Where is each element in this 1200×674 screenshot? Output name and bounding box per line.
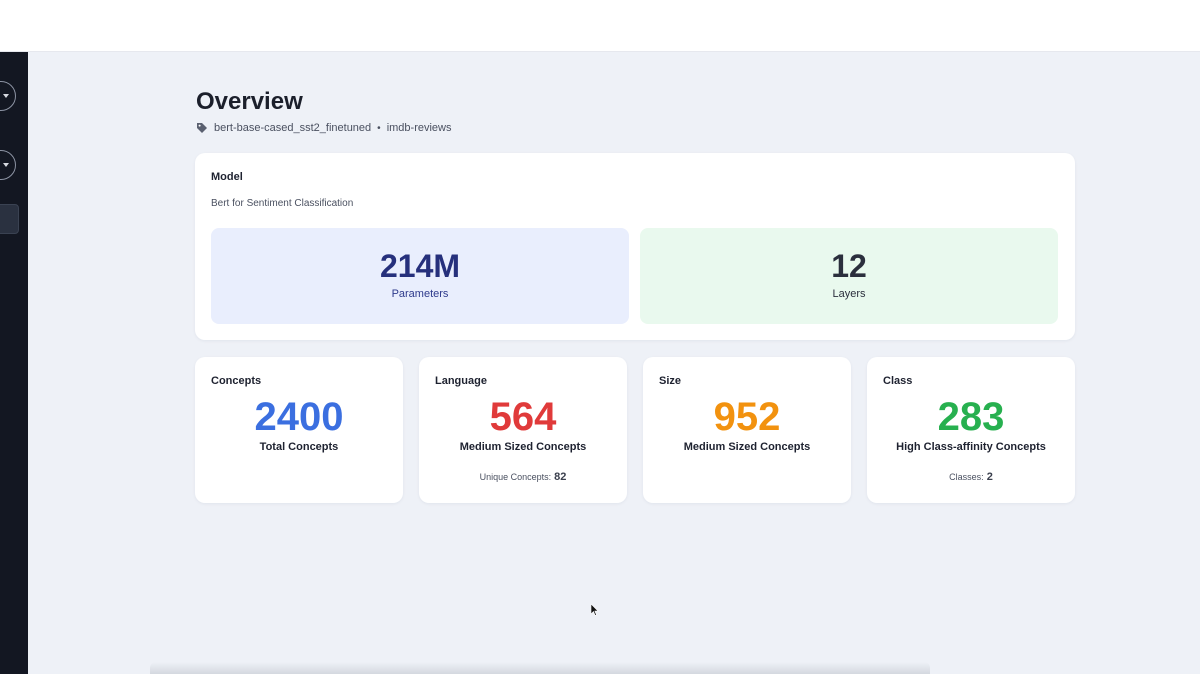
class-value: 283 bbox=[937, 395, 1005, 439]
breadcrumb: bert-base-cased_sst2_finetuned • imdb-re… bbox=[196, 122, 451, 134]
model-tag[interactable]: bert-base-cased_sst2_finetuned bbox=[214, 122, 372, 134]
concepts-value: 2400 bbox=[254, 395, 344, 439]
class-caption: High Class-affinity Concepts bbox=[896, 441, 1046, 453]
dataset-tag[interactable]: imdb-reviews bbox=[386, 122, 452, 134]
concepts-caption: Total Concepts bbox=[259, 441, 339, 453]
layers-value: 12 bbox=[831, 248, 867, 284]
sidebar-toggle-1[interactable] bbox=[0, 81, 16, 111]
separator-dot: • bbox=[377, 122, 381, 134]
classes-value: 2 bbox=[986, 471, 993, 483]
size-card[interactable]: Size 952 Medium Sized Concepts bbox=[643, 357, 851, 503]
bottom-shadow bbox=[150, 662, 930, 674]
layers-caption: Layers bbox=[832, 288, 866, 300]
parameters-value: 214M bbox=[379, 248, 461, 284]
chevron-down-icon bbox=[3, 163, 9, 167]
top-bar bbox=[0, 0, 1200, 52]
size-caption: Medium Sized Concepts bbox=[683, 441, 811, 453]
card-label: Size bbox=[659, 375, 682, 387]
main-content: Overview bert-base-cased_sst2_finetuned … bbox=[28, 52, 1200, 674]
sidebar-item-active[interactable] bbox=[0, 204, 19, 234]
chevron-down-icon bbox=[3, 94, 9, 98]
parameters-box: 214M Parameters bbox=[211, 228, 629, 324]
model-name: Bert for Sentiment Classification bbox=[211, 198, 354, 209]
model-card-label: Model bbox=[211, 171, 243, 183]
tag-icon bbox=[197, 123, 207, 133]
class-card[interactable]: Class 283 High Class-affinity Concepts C… bbox=[867, 357, 1075, 503]
parameters-caption: Parameters bbox=[391, 288, 449, 300]
language-caption: Medium Sized Concepts bbox=[459, 441, 587, 453]
sidebar bbox=[0, 52, 28, 674]
page-title: Overview bbox=[196, 88, 303, 115]
language-card[interactable]: Language 564 Medium Sized Concepts Uniqu… bbox=[419, 357, 627, 503]
size-value: 952 bbox=[713, 395, 781, 439]
language-value: 564 bbox=[489, 395, 557, 439]
classes-label: Classes: bbox=[949, 472, 984, 482]
concepts-card[interactable]: Concepts 2400 Total Concepts bbox=[195, 357, 403, 503]
unique-concepts-label: Unique Concepts: bbox=[479, 472, 552, 482]
classes-count: Classes: 2 bbox=[867, 471, 1075, 483]
card-label: Language bbox=[435, 375, 487, 387]
layers-box: 12 Layers bbox=[640, 228, 1058, 324]
sidebar-toggle-2[interactable] bbox=[0, 150, 16, 180]
card-label: Class bbox=[883, 375, 913, 387]
model-card: Model Bert for Sentiment Classification … bbox=[195, 153, 1075, 340]
card-label: Concepts bbox=[211, 375, 262, 387]
unique-concepts: Unique Concepts: 82 bbox=[419, 471, 627, 483]
unique-concepts-value: 82 bbox=[554, 471, 567, 483]
mouse-cursor-icon bbox=[591, 604, 599, 616]
